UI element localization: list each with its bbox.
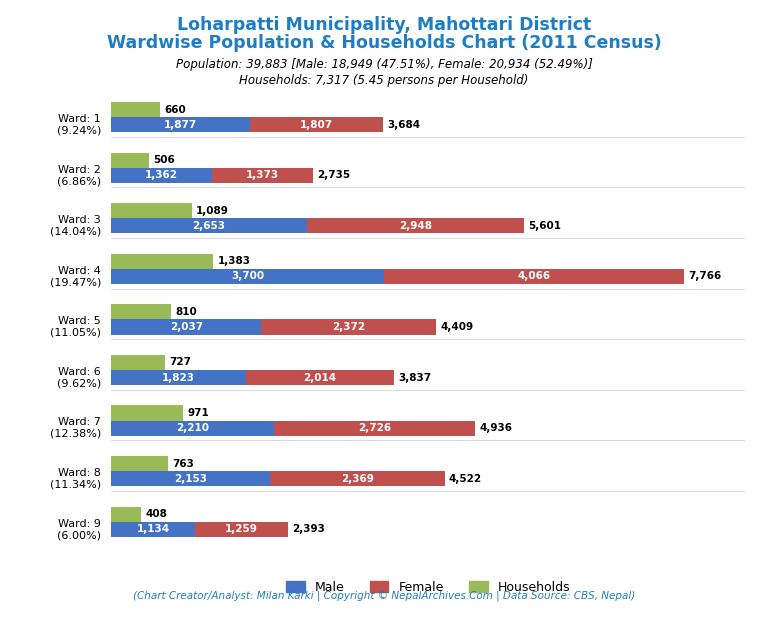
Bar: [111, 471, 270, 487]
Text: 3,684: 3,684: [387, 120, 420, 130]
Bar: [111, 153, 149, 168]
Legend: Male, Female, Households: Male, Female, Households: [281, 576, 575, 599]
Text: 1,823: 1,823: [162, 373, 195, 383]
Bar: [307, 218, 524, 234]
Text: 971: 971: [187, 408, 209, 418]
Text: 2,726: 2,726: [358, 423, 391, 433]
Bar: [274, 421, 475, 435]
Text: 408: 408: [146, 509, 167, 519]
Bar: [111, 168, 212, 183]
Text: 4,522: 4,522: [449, 473, 482, 484]
Text: 1,134: 1,134: [137, 525, 170, 535]
Text: 2,037: 2,037: [170, 322, 203, 332]
Bar: [111, 102, 160, 117]
Text: 4,409: 4,409: [441, 322, 474, 332]
Text: 763: 763: [172, 459, 194, 468]
Bar: [111, 304, 171, 320]
Text: Population: 39,883 [Male: 18,949 (47.51%), Female: 20,934 (52.49%)]: Population: 39,883 [Male: 18,949 (47.51%…: [176, 58, 592, 71]
Text: 3,700: 3,700: [231, 272, 264, 282]
Text: 2,014: 2,014: [303, 373, 336, 383]
Text: 1,089: 1,089: [196, 206, 229, 216]
Text: 1,362: 1,362: [145, 170, 178, 180]
Text: 2,735: 2,735: [317, 170, 350, 180]
Bar: [384, 269, 684, 284]
Bar: [195, 521, 288, 537]
Text: 727: 727: [169, 358, 191, 368]
Bar: [111, 456, 167, 471]
Text: 2,210: 2,210: [177, 423, 209, 433]
Bar: [111, 355, 165, 370]
Bar: [270, 471, 445, 487]
Text: 660: 660: [164, 105, 186, 115]
Text: 1,383: 1,383: [217, 256, 250, 266]
Bar: [111, 117, 250, 132]
Text: 5,601: 5,601: [528, 221, 561, 231]
Text: 1,877: 1,877: [164, 120, 197, 130]
Bar: [246, 370, 394, 385]
Text: 2,948: 2,948: [399, 221, 432, 231]
Bar: [111, 521, 195, 537]
Bar: [111, 421, 274, 435]
Text: 4,066: 4,066: [517, 272, 551, 282]
Text: 1,373: 1,373: [246, 170, 279, 180]
Text: 810: 810: [175, 307, 197, 317]
Text: Wardwise Population & Households Chart (2011 Census): Wardwise Population & Households Chart (…: [107, 34, 661, 52]
Bar: [111, 269, 384, 284]
Bar: [212, 168, 313, 183]
Text: 506: 506: [153, 155, 175, 165]
Bar: [111, 320, 261, 335]
Text: 3,837: 3,837: [399, 373, 432, 383]
Bar: [111, 406, 183, 421]
Text: 7,766: 7,766: [688, 272, 721, 282]
Text: (Chart Creator/Analyst: Milan Karki | Copyright © NepalArchives.Com | Data Sourc: (Chart Creator/Analyst: Milan Karki | Co…: [133, 591, 635, 601]
Text: Loharpatti Municipality, Mahottari District: Loharpatti Municipality, Mahottari Distr…: [177, 16, 591, 34]
Bar: [111, 203, 191, 218]
Bar: [250, 117, 382, 132]
Text: 1,259: 1,259: [225, 525, 258, 535]
Bar: [111, 218, 307, 234]
Text: 2,153: 2,153: [174, 473, 207, 484]
Bar: [111, 506, 141, 521]
Text: 2,372: 2,372: [333, 322, 366, 332]
Bar: [111, 254, 214, 269]
Text: 2,369: 2,369: [341, 473, 374, 484]
Text: 1,807: 1,807: [300, 120, 333, 130]
Text: 2,653: 2,653: [193, 221, 226, 231]
Bar: [111, 370, 246, 385]
Text: 4,936: 4,936: [479, 423, 512, 433]
Text: 2,393: 2,393: [292, 525, 325, 535]
Text: Households: 7,317 (5.45 persons per Household): Households: 7,317 (5.45 persons per Hous…: [240, 74, 528, 87]
Bar: [261, 320, 436, 335]
